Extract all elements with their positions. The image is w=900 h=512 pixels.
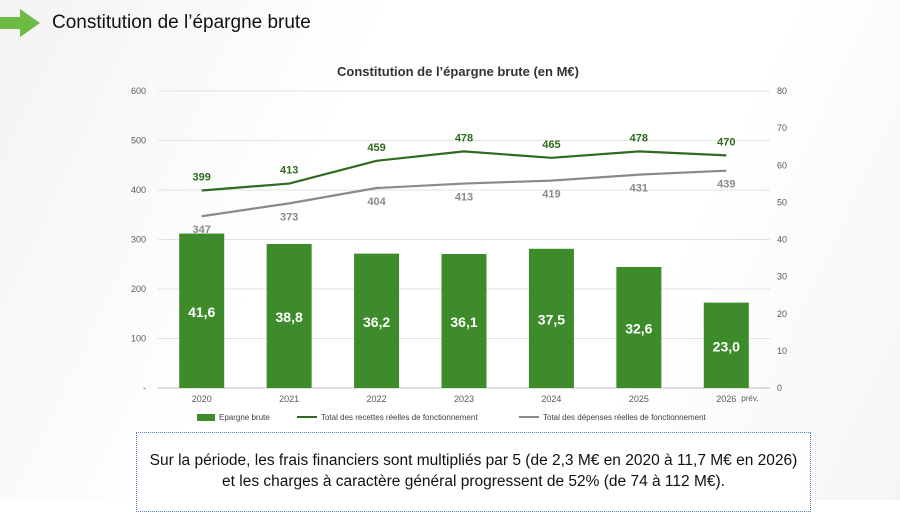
right-axis-tick-label: 30 — [777, 272, 787, 282]
x-axis-tick-label: 2023 — [454, 394, 474, 404]
bar-data-label: 36,2 — [363, 314, 390, 330]
x-axis-tick-label: 2026 — [716, 394, 736, 404]
left-axis-tick-label: 200 — [131, 284, 146, 294]
bar-data-label: 32,6 — [625, 320, 652, 336]
bar-data-label: 36,1 — [450, 314, 477, 330]
slide-title: Constitution de l’épargne brute — [52, 12, 311, 33]
bar — [703, 302, 749, 388]
arrow-right-icon — [0, 9, 40, 37]
recettes-data-label: 459 — [367, 142, 385, 154]
bar — [266, 243, 312, 388]
depenses-data-label: 373 — [280, 211, 298, 223]
recettes-data-label: 399 — [193, 171, 211, 183]
depenses-data-label: 404 — [367, 196, 386, 208]
left-axis-tick-label: - — [143, 383, 146, 393]
right-axis-tick-label: 0 — [777, 383, 782, 393]
right-axis-tick-label: 60 — [777, 160, 787, 170]
bar — [528, 248, 574, 388]
depenses-data-label: 419 — [542, 189, 560, 201]
bar-data-label: 41,6 — [188, 304, 215, 320]
bar-data-label: 37,5 — [538, 311, 565, 327]
slide-background — [0, 0, 900, 500]
legend-label: Epargne brute — [219, 413, 270, 422]
note-box: Sur la période, les frais financiers son… — [136, 432, 811, 512]
recettes-data-label: 478 — [455, 132, 473, 144]
bar — [616, 266, 662, 388]
bar — [354, 253, 400, 388]
depenses-data-label: 347 — [193, 224, 211, 236]
x-axis-tick-label: 2025 — [629, 394, 649, 404]
right-axis-tick-label: 40 — [777, 235, 787, 245]
recettes-line — [201, 150, 727, 192]
x-axis-tick-label: 2020 — [192, 394, 212, 404]
right-axis-tick-label: 80 — [777, 86, 787, 96]
depenses-data-label: 413 — [455, 192, 473, 204]
recettes-data-label: 478 — [630, 132, 648, 144]
bar-data-label: 23,0 — [713, 338, 740, 354]
legend-swatch — [197, 414, 215, 421]
chart: Constitution de l’épargne brute (en M€) -… — [131, 64, 787, 422]
depenses-data-label: 439 — [717, 179, 735, 191]
depenses-data-label: 431 — [630, 183, 648, 195]
x-axis-tick-label: 2021 — [279, 394, 299, 404]
depenses-line — [201, 169, 727, 218]
bar — [179, 233, 225, 388]
recettes-data-label: 465 — [542, 139, 560, 151]
recettes-data-label: 413 — [280, 165, 298, 177]
right-axis-tick-label: 10 — [777, 346, 787, 356]
note-line-2: et les charges à caractère général progr… — [222, 473, 725, 490]
note-line-1: Sur la période, les frais financiers son… — [149, 452, 798, 469]
chart-title: Constitution de l’épargne brute (en M€) — [337, 64, 579, 79]
legend-label: Total des recettes réelles de fonctionne… — [321, 413, 478, 422]
left-axis-tick-label: 600 — [131, 86, 146, 96]
right-axis-tick-label: 20 — [777, 309, 787, 319]
right-axis-tick-label: 50 — [777, 197, 787, 207]
bar — [441, 253, 487, 388]
legend-label: Total des dépenses réelles de fonctionne… — [543, 413, 707, 422]
slide-header: Constitution de l’épargne brute — [0, 0, 900, 48]
recettes-data-label: 470 — [717, 136, 735, 148]
x-axis-tick-label: 2022 — [367, 394, 387, 404]
left-axis-tick-label: 500 — [131, 136, 146, 146]
left-axis-tick-label: 300 — [131, 235, 146, 245]
x-axis-tick-label: 2024 — [541, 394, 561, 404]
left-axis-tick-label: 100 — [131, 334, 146, 344]
bar-data-label: 38,8 — [276, 309, 303, 325]
x-axis-tick-suffix: prév. — [741, 394, 758, 403]
left-axis-tick-label: 400 — [131, 185, 146, 195]
right-axis-tick-label: 70 — [777, 123, 787, 133]
